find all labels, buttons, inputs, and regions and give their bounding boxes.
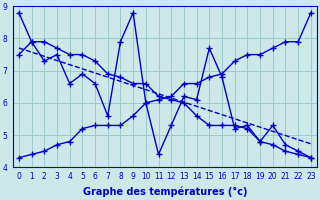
X-axis label: Graphe des températures (°c): Graphe des températures (°c) xyxy=(83,187,247,197)
